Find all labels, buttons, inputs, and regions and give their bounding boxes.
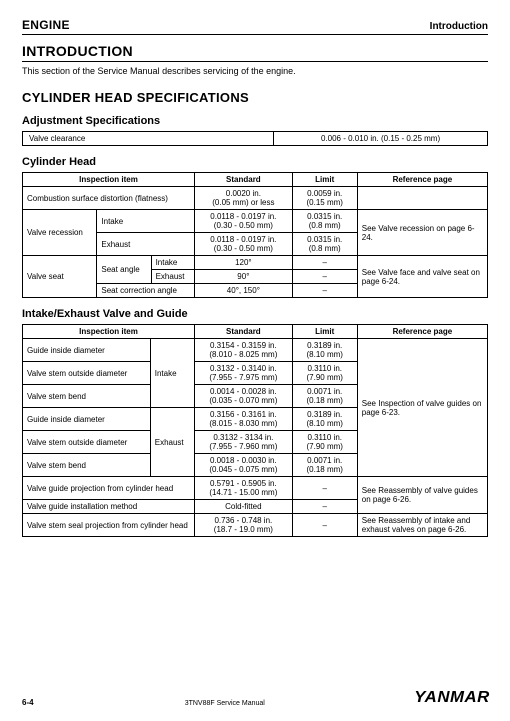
- manual-name: 3TNV88F Service Manual: [34, 700, 416, 707]
- specs-title: CYLINDER HEAD SPECIFICATIONS: [22, 90, 488, 105]
- cell: 0.0315 in.(0.8 mm): [292, 210, 357, 233]
- cell: –: [292, 500, 357, 514]
- page-number: 6-4: [22, 698, 34, 707]
- valve-guide-heading: Intake/Exhaust Valve and Guide: [22, 308, 488, 320]
- cell: See Reassembly of valve guides on page 6…: [357, 477, 487, 514]
- cell: Intake: [150, 339, 194, 408]
- table-row: Valve guide projection from cylinder hea…: [23, 477, 488, 500]
- col-inspection: Inspection item: [23, 325, 195, 339]
- cell: 0.5791 - 0.5905 in.(14.71 - 15.00 mm): [195, 477, 293, 500]
- cell: Exhaust: [151, 270, 194, 284]
- cell: 0.736 - 0.748 in.(18.7 - 19.0 mm): [195, 514, 293, 537]
- introduction-title: INTRODUCTION: [22, 43, 488, 62]
- table-header-row: Inspection item Standard Limit Reference…: [23, 325, 488, 339]
- col-inspection: Inspection item: [23, 173, 195, 187]
- adjustment-table: Valve clearance 0.006 - 0.010 in. (0.15 …: [22, 131, 488, 146]
- cell: Intake: [151, 256, 194, 270]
- cell: 90°: [195, 270, 293, 284]
- page-header: ENGINE Introduction: [22, 18, 488, 35]
- cell: See Reassembly of intake and exhaust val…: [357, 514, 487, 537]
- cell: Exhaust: [150, 408, 194, 477]
- cell: –: [292, 514, 357, 537]
- cell: Valve guide installation method: [23, 500, 195, 514]
- adjustment-heading: Adjustment Specifications: [22, 115, 488, 127]
- cell: 0.0118 - 0.0197 in.(0.30 - 0.50 mm): [195, 233, 293, 256]
- introduction-text: This section of the Service Manual descr…: [22, 66, 488, 76]
- cell: 40°, 150°: [195, 284, 293, 298]
- adjustment-value: 0.006 - 0.010 in. (0.15 - 0.25 mm): [274, 132, 488, 146]
- header-left: ENGINE: [22, 18, 70, 32]
- cell: Seat angle: [97, 256, 151, 284]
- cell: Guide inside diameter: [23, 408, 151, 431]
- cell: Valve stem bend: [23, 385, 151, 408]
- cell: 0.0014 - 0.0028 in.(0.035 - 0.070 mm): [195, 385, 293, 408]
- cell: Exhaust: [97, 233, 195, 256]
- cell: –: [292, 477, 357, 500]
- cell: 0.0315 in.(0.8 mm): [292, 233, 357, 256]
- cell: 120°: [195, 256, 293, 270]
- cell: Valve stem seal projection from cylinder…: [23, 514, 195, 537]
- cylinder-head-table: Inspection item Standard Limit Reference…: [22, 172, 488, 298]
- cell: Valve stem outside diameter: [23, 362, 151, 385]
- cell: See Valve face and valve seat on page 6-…: [357, 256, 487, 298]
- valve-guide-table: Inspection item Standard Limit Reference…: [22, 324, 488, 537]
- cell: Valve seat: [23, 256, 97, 298]
- cell: 0.3154 - 0.3159 in.(8.010 - 8.025 mm): [195, 339, 293, 362]
- cell: 0.3132 - 0.3140 in.(7.955 - 7.975 mm): [195, 362, 293, 385]
- cell: 0.0071 in.(0.18 mm): [292, 454, 357, 477]
- cell: Valve guide projection from cylinder hea…: [23, 477, 195, 500]
- col-limit: Limit: [292, 325, 357, 339]
- table-row: Valve seat Seat angle Intake 120° – See …: [23, 256, 488, 270]
- cell: 0.3110 in.(7.90 mm): [292, 362, 357, 385]
- cell: 0.3132 - 3134 in.(7.955 - 7.960 mm): [195, 431, 293, 454]
- cell: Valve stem bend: [23, 454, 151, 477]
- cell: 0.0018 - 0.0030 in.(0.045 - 0.075 mm): [195, 454, 293, 477]
- table-row: Guide inside diameter Intake 0.3154 - 0.…: [23, 339, 488, 362]
- table-row: Valve stem seal projection from cylinder…: [23, 514, 488, 537]
- cell: –: [292, 270, 357, 284]
- col-standard: Standard: [195, 325, 293, 339]
- cell: Valve stem outside diameter: [23, 431, 151, 454]
- cell: 0.0059 in.(0.15 mm): [292, 187, 357, 210]
- table-row: Combustion surface distortion (flatness)…: [23, 187, 488, 210]
- col-ref: Reference page: [357, 173, 487, 187]
- table-header-row: Inspection item Standard Limit Reference…: [23, 173, 488, 187]
- cell: 0.3189 in.(8.10 mm): [292, 339, 357, 362]
- cell: Seat correction angle: [97, 284, 195, 298]
- cell: Cold-fitted: [195, 500, 293, 514]
- header-right: Introduction: [430, 21, 488, 32]
- brand-logo: YANMAR: [414, 689, 490, 707]
- page-footer: 6-4 3TNV88F Service Manual YANMAR: [22, 689, 488, 707]
- cell: 0.0020 in.(0.05 mm) or less: [195, 187, 293, 210]
- cell: Valve recession: [23, 210, 97, 256]
- cell: See Valve recession on page 6-24.: [357, 210, 487, 256]
- adjustment-label: Valve clearance: [23, 132, 274, 146]
- cell: Combustion surface distortion (flatness): [23, 187, 195, 210]
- cylinder-head-heading: Cylinder Head: [22, 156, 488, 168]
- cell: 0.0071 in.(0.18 mm): [292, 385, 357, 408]
- cell: Guide inside diameter: [23, 339, 151, 362]
- cell: –: [292, 284, 357, 298]
- col-standard: Standard: [195, 173, 293, 187]
- table-row: Valve clearance 0.006 - 0.010 in. (0.15 …: [23, 132, 488, 146]
- cell: Intake: [97, 210, 195, 233]
- cell: [357, 187, 487, 210]
- cell: See Inspection of valve guides on page 6…: [357, 339, 487, 477]
- table-row: Valve recession Intake 0.0118 - 0.0197 i…: [23, 210, 488, 233]
- cell: 0.3156 - 0.3161 in.(8.015 - 8.030 mm): [195, 408, 293, 431]
- col-ref: Reference page: [357, 325, 487, 339]
- cell: –: [292, 256, 357, 270]
- cell: 0.3110 in.(7.90 mm): [292, 431, 357, 454]
- cell: 0.3189 in.(8.10 mm): [292, 408, 357, 431]
- col-limit: Limit: [292, 173, 357, 187]
- cell: 0.0118 - 0.0197 in.(0.30 - 0.50 mm): [195, 210, 293, 233]
